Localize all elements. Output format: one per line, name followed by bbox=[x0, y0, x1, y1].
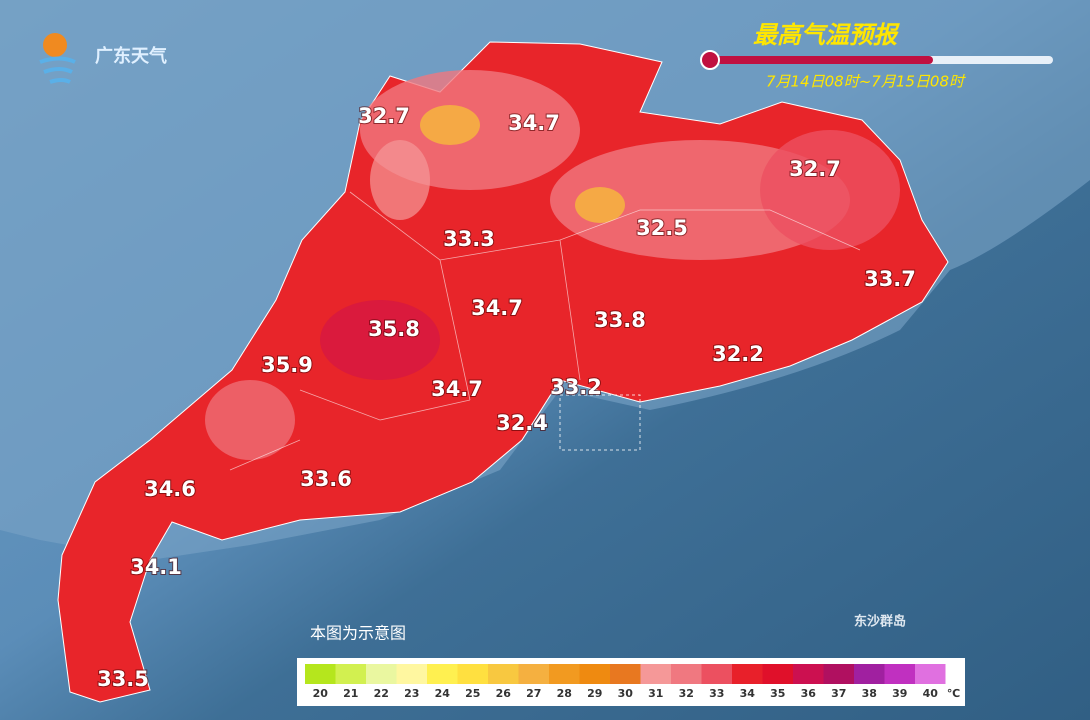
legend-label: 36 bbox=[801, 687, 817, 700]
temperature-label: 32.2 bbox=[712, 342, 764, 366]
temp-patch bbox=[760, 130, 900, 250]
legend-label: 28 bbox=[557, 687, 572, 700]
legend-label: 26 bbox=[496, 687, 512, 700]
temperature-label: 34.6 bbox=[144, 477, 196, 501]
legend-swatch bbox=[732, 664, 763, 684]
legend-label: 31 bbox=[648, 687, 663, 700]
temperature-label: 32.4 bbox=[496, 411, 548, 435]
note: 本图为示意图 bbox=[310, 624, 406, 643]
legend-label: 24 bbox=[435, 687, 451, 700]
legend-swatch bbox=[366, 664, 397, 684]
temperature-label: 35.8 bbox=[368, 317, 420, 341]
legend-swatch bbox=[427, 664, 458, 684]
temperature-label: 34.7 bbox=[508, 111, 560, 135]
legend-label: 32 bbox=[679, 687, 694, 700]
temperature-label: 33.2 bbox=[550, 375, 602, 399]
legend-label: 37 bbox=[831, 687, 846, 700]
temperature-label: 34.7 bbox=[431, 377, 483, 401]
legend-label: 20 bbox=[313, 687, 329, 700]
temperature-label: 32.5 bbox=[636, 216, 688, 240]
legend-label: 34 bbox=[740, 687, 756, 700]
temperature-label: 33.7 bbox=[864, 267, 916, 291]
legend-label: 25 bbox=[465, 687, 480, 700]
temperature-label: 32.7 bbox=[789, 157, 841, 181]
legend-swatch bbox=[640, 664, 671, 684]
legend-label: 30 bbox=[618, 687, 634, 700]
legend-label: 33 bbox=[709, 687, 724, 700]
island-label: 东沙群岛 bbox=[854, 614, 906, 630]
legend-swatch bbox=[915, 664, 946, 684]
legend-swatch bbox=[335, 664, 366, 684]
legend-label: 38 bbox=[862, 687, 877, 700]
legend-label: 27 bbox=[526, 687, 541, 700]
temp-patch bbox=[205, 380, 295, 460]
temperature-label: 34.7 bbox=[471, 296, 523, 320]
title-bar-fill bbox=[708, 56, 933, 64]
temp-patch bbox=[575, 187, 625, 223]
legend-swatch bbox=[457, 664, 488, 684]
temperature-label: 35.9 bbox=[261, 353, 313, 377]
legend-swatch bbox=[579, 664, 610, 684]
temperature-label: 33.3 bbox=[443, 227, 495, 251]
legend-swatch bbox=[518, 664, 549, 684]
legend-label: 29 bbox=[587, 687, 602, 700]
legend-swatch bbox=[793, 664, 824, 684]
legend-swatch bbox=[823, 664, 854, 684]
legend-swatch bbox=[854, 664, 885, 684]
legend-swatch bbox=[701, 664, 732, 684]
legend-label: 40 bbox=[923, 687, 939, 700]
logo-text: 广东天气 bbox=[95, 45, 167, 67]
legend-swatch bbox=[610, 664, 641, 684]
legend-label: 35 bbox=[770, 687, 785, 700]
temp-patch bbox=[370, 140, 430, 220]
legend-swatch bbox=[305, 664, 336, 684]
legend-swatch bbox=[396, 664, 427, 684]
temperature-label: 32.7 bbox=[358, 104, 410, 128]
logo-icon bbox=[39, 56, 76, 84]
boundaries bbox=[229, 191, 861, 471]
temp-patch bbox=[320, 300, 440, 380]
legend-label: 39 bbox=[892, 687, 907, 700]
legend-unit: ℃ bbox=[947, 687, 960, 700]
temperature-label: 33.8 bbox=[594, 308, 646, 332]
title-bar-knob bbox=[700, 50, 720, 70]
legend-swatch bbox=[549, 664, 580, 684]
logo-sun bbox=[43, 33, 67, 57]
legend-swatch bbox=[671, 664, 702, 684]
legend-swatch bbox=[762, 664, 793, 684]
title: 最高气温预报 bbox=[753, 21, 900, 49]
hk-box bbox=[559, 394, 641, 451]
legend-label: 21 bbox=[343, 687, 358, 700]
temperature-label: 33.6 bbox=[300, 467, 352, 491]
temp-patch bbox=[420, 105, 480, 145]
legend-label: 22 bbox=[374, 687, 389, 700]
legend-swatch bbox=[884, 664, 915, 684]
subtitle: 7月14日08时~7月15日08时 bbox=[766, 73, 966, 91]
legend-label: 23 bbox=[404, 687, 419, 700]
temperature-label: 34.1 bbox=[130, 555, 182, 579]
temperature-label: 33.5 bbox=[97, 667, 149, 691]
legend-swatch bbox=[488, 664, 519, 684]
